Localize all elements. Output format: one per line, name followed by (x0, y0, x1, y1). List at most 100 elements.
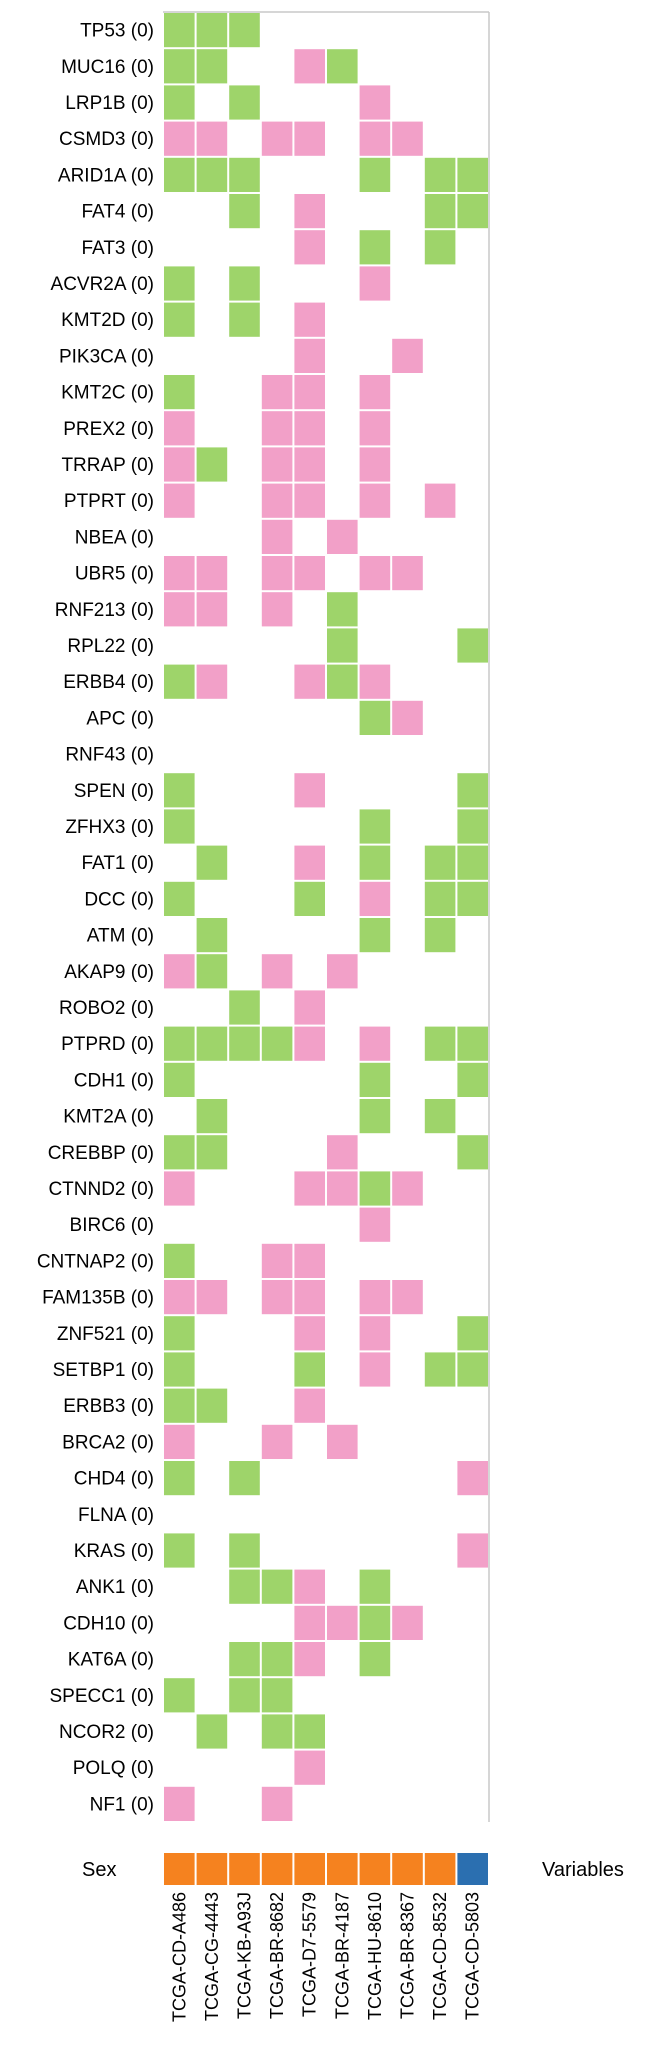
sample-label: TCGA-CD-5803 (463, 1892, 483, 2020)
mutation-cell (196, 1135, 228, 1170)
mutation-cell (424, 845, 456, 880)
gene-label: KRAS (0) (74, 1541, 154, 1562)
mutation-cell (261, 375, 293, 410)
mutation-cell (294, 49, 325, 84)
gene-label: RNF43 (0) (65, 745, 154, 766)
mutation-cell (359, 881, 391, 916)
mutation-cell (164, 809, 195, 844)
mutation-cell (359, 1605, 391, 1640)
mutation-cell (359, 1099, 391, 1134)
mutation-cell (424, 1352, 456, 1387)
mutation-cell (261, 1243, 293, 1278)
mutation-cell (359, 230, 391, 265)
mutation-cell (294, 1750, 325, 1785)
mutation-cell (424, 918, 456, 953)
mutation-cell (261, 1280, 293, 1315)
gene-label: CNTNAP2 (0) (37, 1251, 154, 1272)
mutation-cell (229, 1533, 260, 1568)
gene-label: PIK3CA (0) (59, 346, 154, 367)
mutation-cell (196, 49, 228, 84)
mutation-cell (229, 1026, 260, 1061)
mutation-cell (196, 845, 228, 880)
mutation-cell (457, 1135, 488, 1170)
mutation-cell (229, 302, 260, 337)
mutation-cell (457, 157, 488, 192)
sample-label: TCGA-CD-8532 (430, 1892, 450, 2020)
gene-label: FLNA (0) (78, 1505, 154, 1526)
mutation-cell (359, 483, 391, 518)
gene-label: RNF213 (0) (55, 600, 154, 621)
gene-label: ANK1 (0) (76, 1577, 154, 1598)
mutation-cell (229, 194, 260, 229)
mutation-cell (457, 1026, 488, 1061)
mutation-cell (164, 266, 195, 301)
mutation-cell (327, 519, 358, 554)
mutation-cell (359, 1280, 391, 1315)
mutation-cell (327, 1424, 358, 1459)
mutation-cell (261, 1569, 293, 1604)
mutation-cell (164, 157, 195, 192)
mutation-cell (294, 447, 325, 482)
gene-label: ZFHX3 (0) (65, 817, 154, 838)
mutation-cell (392, 556, 423, 591)
mutation-cell (261, 1424, 293, 1459)
mutation-cell (164, 1461, 195, 1496)
mutation-cell (294, 302, 325, 337)
gene-label: BRCA2 (0) (62, 1432, 154, 1453)
mutation-cell (294, 1243, 325, 1278)
mutation-cell (424, 483, 456, 518)
mutation-cell (424, 194, 456, 229)
mutation-cell (359, 700, 391, 735)
mutation-cell (359, 157, 391, 192)
sex-annotation-cell (196, 1853, 228, 1885)
mutation-cell (164, 592, 195, 627)
sample-label: TCGA-D7-5579 (300, 1892, 320, 2017)
gene-label: ROBO2 (0) (59, 998, 154, 1019)
mutation-cell (294, 1388, 325, 1423)
mutation-cell (359, 447, 391, 482)
mutation-cell (261, 1678, 293, 1713)
mutation-cell (261, 519, 293, 554)
mutation-cell (392, 1171, 423, 1206)
mutation-cell (164, 664, 195, 699)
mutation-cell (294, 664, 325, 699)
mutation-cell (359, 1026, 391, 1061)
gene-label: SETBP1 (0) (53, 1360, 154, 1381)
gene-label: AKAP9 (0) (64, 962, 154, 983)
sex-annotation-cell (294, 1853, 325, 1885)
mutation-cell (392, 700, 423, 735)
gene-label-layer: TP53 (0) MUC16 (0) LRP1B (0) CSMD3 (0) ARID1… (37, 21, 154, 1816)
gene-label: KAT6A (0) (68, 1650, 154, 1671)
mutation-cell (164, 1424, 195, 1459)
mutation-cell (294, 1171, 325, 1206)
gene-label: MUC16 (0) (61, 57, 154, 78)
grid-layer (163, 11, 490, 1822)
gene-label: CDH10 (0) (63, 1613, 154, 1634)
gene-label: KMT2C (0) (61, 383, 154, 404)
mutation-cell (359, 1352, 391, 1387)
mutation-cell (359, 266, 391, 301)
mutation-cell (294, 881, 325, 916)
mutation-cell (164, 13, 195, 48)
mutation-cell (359, 664, 391, 699)
mutation-cell (164, 411, 195, 446)
gene-label: PTPRD (0) (61, 1034, 154, 1055)
mutation-cell (359, 845, 391, 880)
mutation-cell (164, 447, 195, 482)
mutation-cell (294, 338, 325, 373)
mutation-cell (294, 483, 325, 518)
mutation-cell (294, 1026, 325, 1061)
gene-label: FAT3 (0) (82, 238, 155, 259)
gene-label: CSMD3 (0) (59, 129, 154, 150)
mutation-cell (327, 1605, 358, 1640)
mutation-cell (261, 954, 293, 989)
mutation-cell (294, 990, 325, 1025)
gene-label: CTNND2 (0) (48, 1179, 154, 1200)
mutation-cell (294, 1569, 325, 1604)
mutation-cell (457, 194, 488, 229)
mutation-cell (359, 809, 391, 844)
mutation-cell (196, 447, 228, 482)
mutation-cell (457, 809, 488, 844)
mutation-cell (229, 266, 260, 301)
